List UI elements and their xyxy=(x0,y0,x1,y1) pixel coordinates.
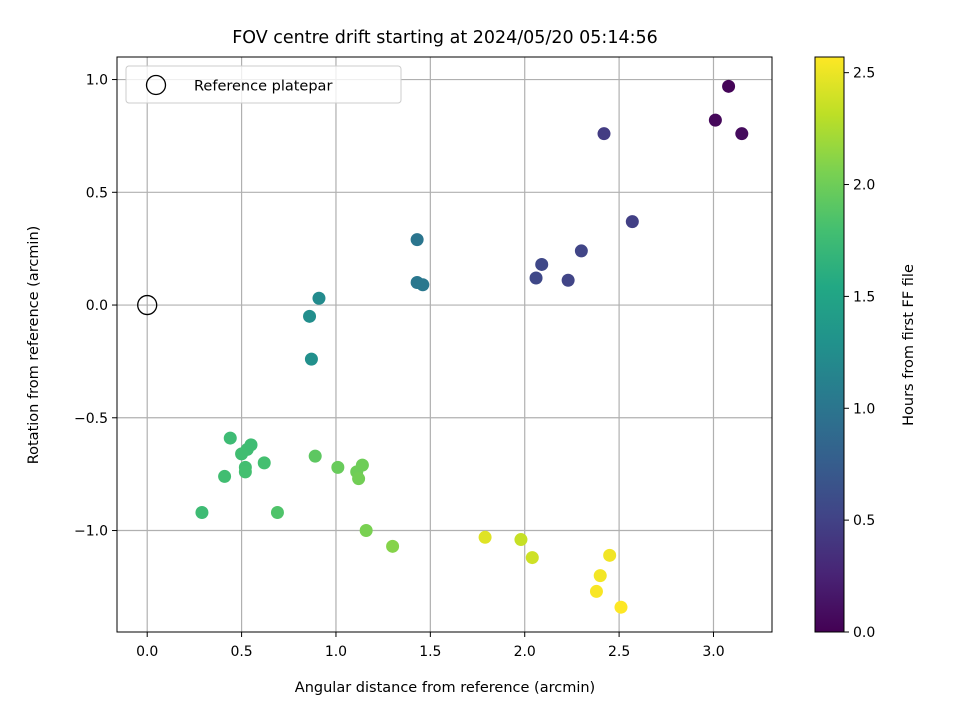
scatter-point xyxy=(525,551,539,565)
scatter-point xyxy=(597,127,611,141)
scatter-point xyxy=(603,548,617,562)
x-axis-label: Angular distance from reference (arcmin) xyxy=(295,680,595,696)
y-tick-label: −1.0 xyxy=(74,524,108,540)
x-tick-label: 1.0 xyxy=(325,644,347,660)
scatter-point xyxy=(304,352,318,366)
scatter-point xyxy=(514,533,528,547)
scatter-point xyxy=(535,257,549,271)
scatter-point xyxy=(303,309,317,323)
scatter-point xyxy=(410,233,424,247)
scatter-point xyxy=(223,431,237,445)
scatter-point xyxy=(593,569,607,583)
colorbar-tick-label: 0.5 xyxy=(853,513,875,529)
y-axis-ticks: −1.0 −0.5 0.0 0.5 1.0 xyxy=(74,73,117,540)
y-axis-label: Rotation from reference (arcmin) xyxy=(26,226,42,465)
scatter-point xyxy=(416,278,430,292)
scatter-point xyxy=(352,472,366,486)
grid-lines xyxy=(117,57,772,632)
x-tick-label: 3.0 xyxy=(702,644,724,660)
scatter-point xyxy=(235,447,249,461)
legend-entry-label: Reference platepar xyxy=(194,79,332,95)
scatter-point xyxy=(238,465,252,479)
colorbar-label: Hours from first FF file xyxy=(901,264,917,426)
legend: Reference platepar xyxy=(125,65,402,104)
scatter-point xyxy=(614,600,628,614)
scatter-point xyxy=(331,460,345,474)
legend-reference-marker xyxy=(145,74,167,96)
scatter-point xyxy=(308,449,322,463)
scatter-point xyxy=(708,113,722,127)
scatter-point xyxy=(359,524,373,538)
scatter-point xyxy=(270,505,284,519)
colorbar-tick-label: 1.5 xyxy=(853,289,875,305)
x-tick-label: 1.5 xyxy=(419,644,441,660)
legend-box xyxy=(125,65,402,104)
scatter-point xyxy=(589,584,603,598)
plot-frame xyxy=(116,56,773,633)
y-tick-label: 1.0 xyxy=(86,73,108,89)
colorbar-tick-label: 1.0 xyxy=(853,401,875,417)
colorbar-tick-label: 2.5 xyxy=(853,66,875,82)
y-tick-label: 0.5 xyxy=(86,185,108,201)
scatter-point xyxy=(529,271,543,285)
scatter-point xyxy=(386,539,400,553)
x-tick-label: 0.0 xyxy=(136,644,158,660)
scatter-points xyxy=(195,79,749,614)
x-tick-label: 0.5 xyxy=(230,644,252,660)
y-tick-label: 0.0 xyxy=(86,298,108,314)
scatter-point xyxy=(478,530,492,544)
x-tick-label: 2.5 xyxy=(608,644,630,660)
x-tick-label: 2.0 xyxy=(514,644,536,660)
colorbar-ticks: 0.0 0.5 1.0 1.5 2.0 2.5 xyxy=(844,66,875,641)
reference-marker-layer xyxy=(137,294,158,316)
scatter-point xyxy=(574,244,588,258)
scatter-point xyxy=(625,215,639,229)
reference-platepar-marker xyxy=(137,294,158,316)
scatter-point xyxy=(735,127,749,141)
scatter-point xyxy=(195,505,209,519)
chart-title: FOV centre drift starting at 2024/05/20 … xyxy=(232,28,658,48)
scatter-point xyxy=(561,273,575,287)
x-axis-ticks: 0.0 0.5 1.0 1.5 2.0 2.5 3.0 xyxy=(136,632,725,660)
colorbar-tick-label: 2.0 xyxy=(853,178,875,194)
scatter-point xyxy=(218,469,232,483)
y-tick-label: −0.5 xyxy=(74,411,108,427)
scatter-point xyxy=(722,79,736,93)
colorbar-tick-label: 0.0 xyxy=(853,625,875,641)
colorbar xyxy=(814,56,845,633)
scatter-point xyxy=(312,291,326,305)
scatter-point xyxy=(257,456,271,470)
